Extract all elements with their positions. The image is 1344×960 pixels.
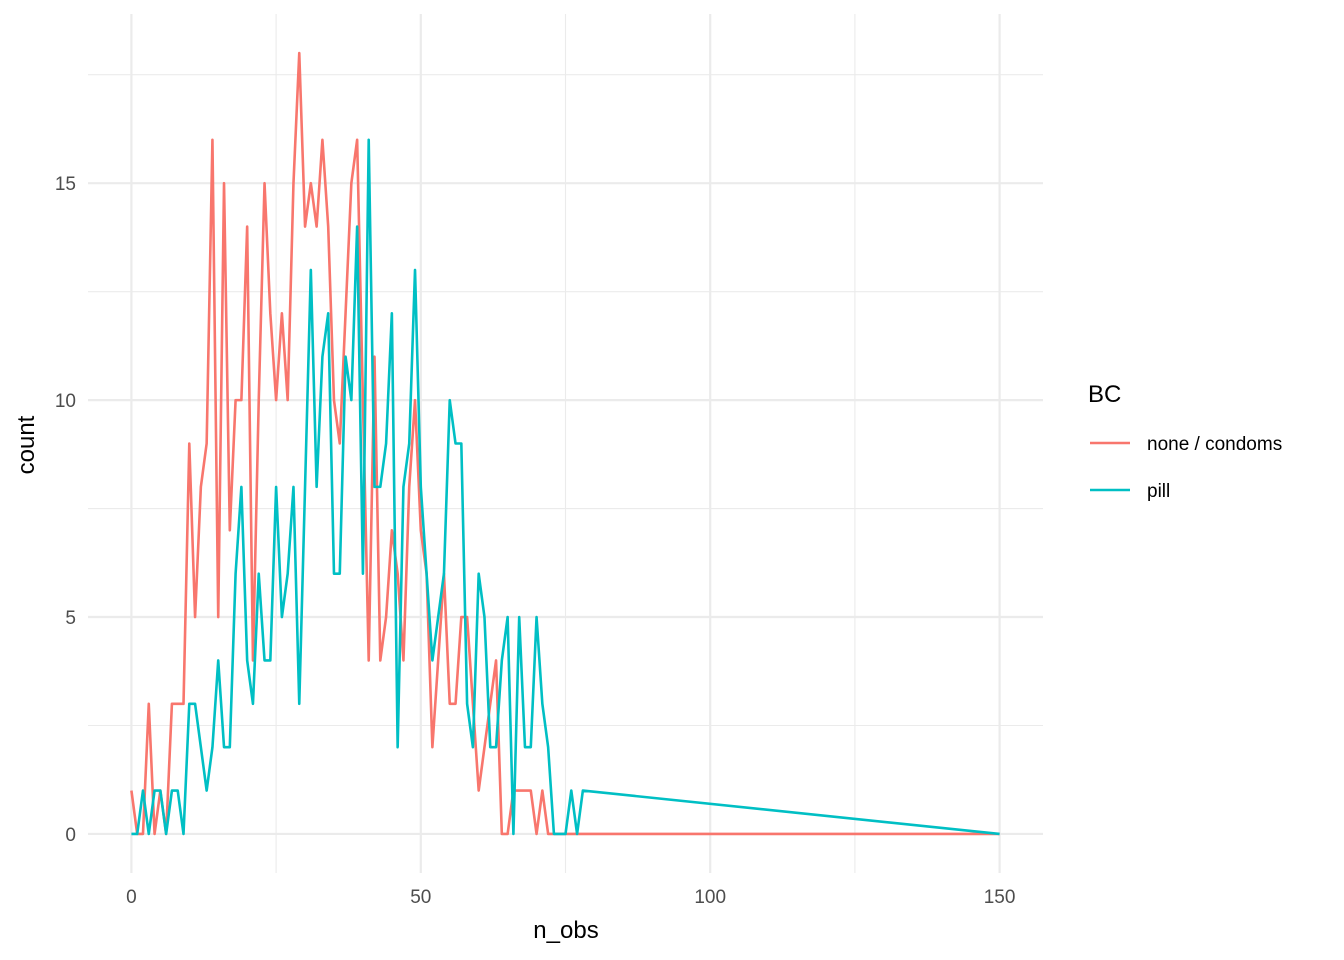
x-tick-label: 100 bbox=[694, 887, 726, 908]
legend: BC none / condoms pill bbox=[1088, 381, 1282, 502]
x-tick-label: 0 bbox=[126, 887, 137, 908]
series-lines bbox=[130, 51, 1000, 836]
x-tick-label: 50 bbox=[410, 887, 431, 908]
y-tick-label: 15 bbox=[55, 174, 76, 195]
legend-title: BC bbox=[1088, 381, 1121, 408]
y-axis-title: count bbox=[13, 415, 40, 474]
x-tick-label: 150 bbox=[984, 887, 1016, 908]
x-axis-title: n_obs bbox=[533, 917, 598, 944]
x-axis-ticks: 0 50 100 150 bbox=[126, 887, 1015, 908]
legend-label-none-condoms: none / condoms bbox=[1147, 434, 1282, 455]
y-axis-ticks: 0 5 10 15 bbox=[55, 174, 76, 846]
grid bbox=[88, 14, 1043, 873]
series-line-pill bbox=[131, 138, 1000, 836]
y-tick-label: 10 bbox=[55, 391, 76, 412]
y-tick-label: 5 bbox=[65, 608, 76, 629]
y-tick-label: 0 bbox=[65, 825, 76, 846]
legend-label-pill: pill bbox=[1147, 481, 1170, 502]
